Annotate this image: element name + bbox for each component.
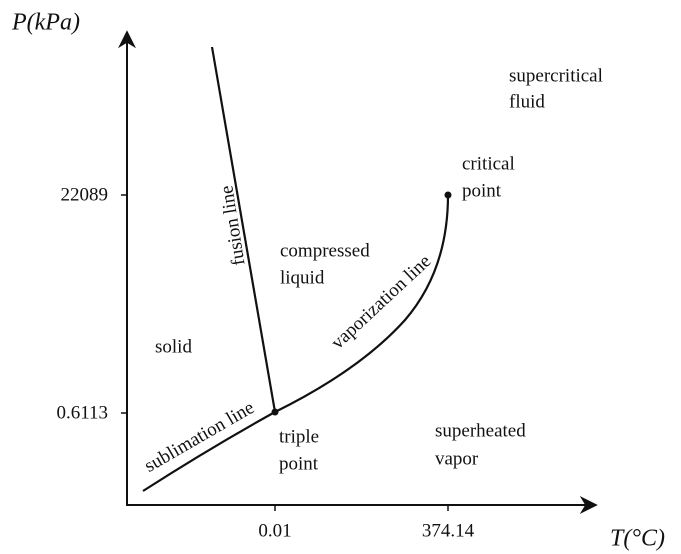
region-label: supercritical <box>509 65 603 86</box>
x-tick-label: 374.14 <box>422 520 475 541</box>
x-tick-label: 0.01 <box>258 520 291 541</box>
x-axis-title: T(°C) <box>610 526 665 552</box>
region-label: point <box>462 180 502 201</box>
fusion-line-label: fusion line <box>216 184 249 267</box>
region-label: compressed <box>280 240 370 261</box>
triple-point <box>271 408 279 416</box>
vaporization-line <box>274 194 450 413</box>
region-label: fluid <box>509 91 545 112</box>
y-axis-title: P(kPa) <box>11 10 80 36</box>
fusion-line <box>210 46 277 413</box>
region-label: superheated <box>435 420 526 441</box>
y-tick-label: 0.6113 <box>56 402 108 423</box>
y-tick-label: 22089 <box>61 184 109 205</box>
critical-point <box>444 191 452 199</box>
sublimation-line <box>142 411 276 492</box>
region-label: vapor <box>435 448 479 469</box>
region-label: point <box>279 453 319 474</box>
region-label: solid <box>155 336 192 357</box>
region-label: triple <box>279 426 319 447</box>
sublimation-line-label: sublimation line <box>141 397 258 477</box>
region-label: critical <box>462 153 515 174</box>
region-label: liquid <box>280 267 325 288</box>
